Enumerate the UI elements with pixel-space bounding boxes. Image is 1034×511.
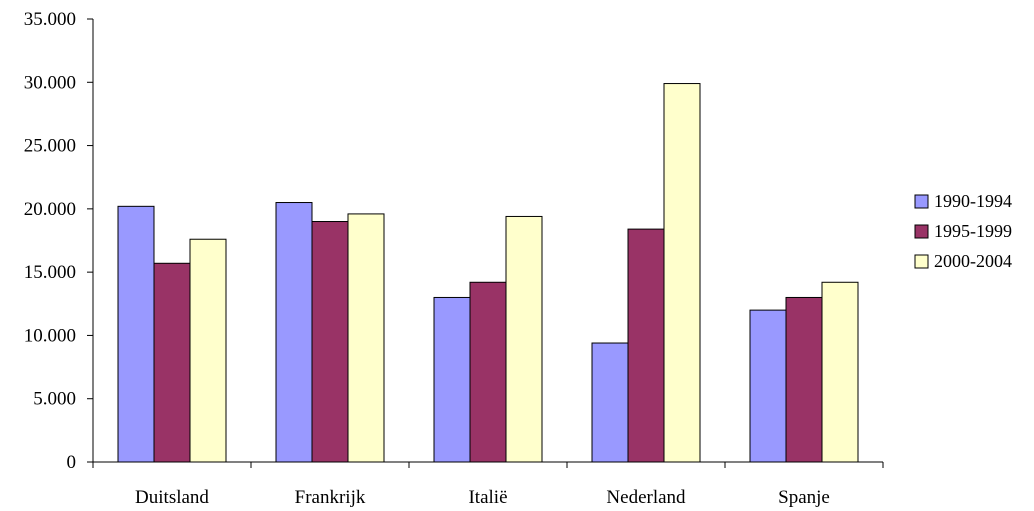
bar-1990-1994-Frankrijk [275, 202, 313, 463]
bar-1995-1999-Frankrijk [311, 221, 349, 463]
category-label: Duitsland [135, 487, 209, 508]
bar-series [117, 83, 859, 463]
category-label: Spanje [778, 487, 830, 508]
legend-label: 1990-1994 [934, 191, 1012, 211]
y-tick-label: 30.000 [24, 72, 76, 93]
bar-1995-1999-Duitsland [153, 262, 191, 463]
bar-1995-1999-Spanje [785, 296, 823, 463]
x-axis-ticks [92, 462, 884, 468]
category-label: Frankrijk [295, 487, 366, 508]
bar-1990-1994-Spanje [749, 309, 787, 463]
y-tick-label: 15.000 [24, 262, 76, 283]
bar-1995-1999-Nederland [627, 228, 665, 463]
y-tick-label: 0 [67, 452, 77, 473]
bar-2000-2004-Frankrijk [347, 213, 385, 463]
legend-swatch [914, 194, 929, 209]
legend-swatch [914, 254, 929, 269]
legend-label: 1995-1999 [934, 221, 1012, 241]
y-tick-label: 35.000 [24, 9, 76, 30]
bar-1990-1994-Duitsland [117, 205, 155, 463]
bar-2000-2004-Spanje [821, 281, 859, 463]
legend-swatch [914, 224, 929, 239]
bar-1990-1994-Italië [433, 296, 471, 463]
bar-2000-2004-Nederland [663, 83, 701, 463]
bar-1990-1994-Nederland [591, 342, 629, 463]
y-tick-label: 25.000 [24, 136, 76, 157]
y-tick-label: 20.000 [24, 199, 76, 220]
bar-2000-2004-Duitsland [189, 238, 227, 463]
legend-label: 2000-2004 [934, 251, 1012, 271]
y-tick-label: 10.000 [24, 325, 76, 346]
category-label: Nederland [606, 487, 686, 508]
plot-area: 0 5.000 10.000 15.000 20.000 25.000 30.000 35.0… [24, 9, 884, 508]
bar-1995-1999-Italië [469, 281, 507, 463]
bar-2000-2004-Italië [505, 215, 543, 463]
y-axis-ticks: 0 5.000 10.000 15.000 20.000 25.000 30.000 35.0… [24, 9, 93, 473]
legend: 1990-1994 1995-1999 2000-2004 [914, 191, 1012, 271]
category-label: Italië [468, 487, 507, 508]
category-labels: Duitsland Frankrijk Italië Nederland Spanje [135, 487, 830, 508]
y-tick-label: 5.000 [33, 389, 76, 410]
